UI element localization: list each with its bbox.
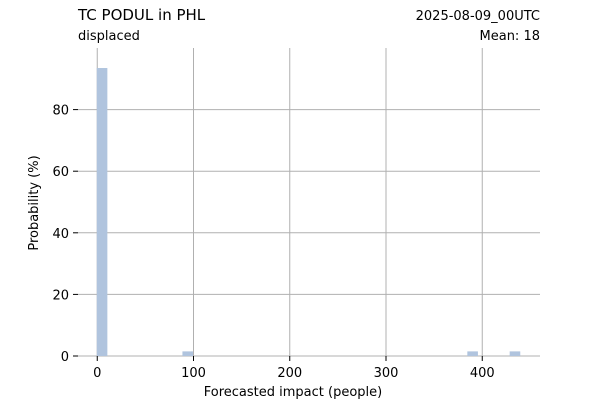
mean-label: Mean: 18 xyxy=(480,29,540,44)
y-axis-label: Probability (%) xyxy=(27,155,42,250)
y-axis-ticks: 0 20 40 60 80 xyxy=(52,104,78,365)
bar xyxy=(182,351,194,356)
x-axis-label: Forecasted impact (people) xyxy=(204,385,382,400)
y-tick-label: 0 xyxy=(61,350,69,365)
x-tick-label: 0 xyxy=(93,366,101,381)
x-axis-ticks: 0 100 200 300 400 xyxy=(93,356,495,381)
bar-series xyxy=(96,68,521,357)
grid-lines xyxy=(78,48,540,357)
bar xyxy=(509,351,521,356)
y-tick-label: 20 xyxy=(52,288,69,303)
chart-title: TC PODUL in PHL xyxy=(77,6,206,24)
bar xyxy=(467,351,478,356)
chart-subtitle: displaced xyxy=(78,29,140,44)
x-tick-label: 200 xyxy=(277,366,302,381)
y-tick-label: 80 xyxy=(52,104,69,119)
x-tick-label: 400 xyxy=(470,366,495,381)
x-tick-label: 300 xyxy=(374,366,399,381)
y-tick-label: 40 xyxy=(52,227,69,242)
x-tick-label: 100 xyxy=(181,366,206,381)
forecast-date: 2025-08-09_00UTC xyxy=(416,9,540,24)
y-tick-label: 60 xyxy=(52,165,69,180)
bar xyxy=(96,68,108,357)
